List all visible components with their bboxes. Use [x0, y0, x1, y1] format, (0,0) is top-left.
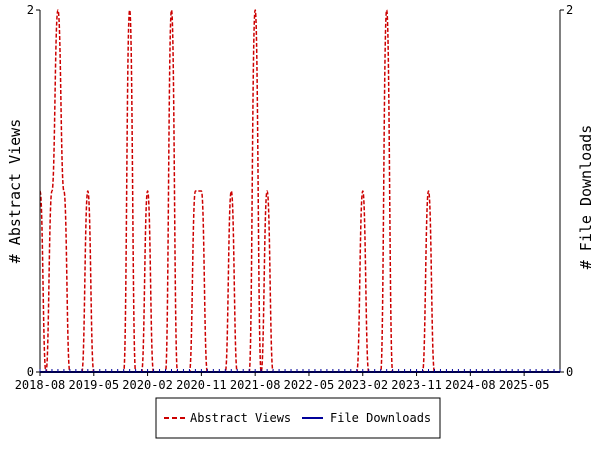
series-line-abstract-views [39, 9, 560, 373]
x-tick-label: 2020-02 [122, 378, 173, 392]
y-tick-label-left: 0 [27, 365, 34, 379]
plot-area [39, 9, 560, 373]
x-tick-label: 2022-05 [284, 378, 335, 392]
x-tick-label: 2023-11 [391, 378, 442, 392]
axes: 2018-08 2019-05 2020-02 2020-11 2021-08 2022-… [15, 3, 574, 392]
y-tick-label-right: 0 [566, 365, 573, 379]
y-axis-title-right: # File Downloads [577, 125, 595, 270]
y-tick-label-right: 2 [566, 3, 573, 17]
x-tick-label: 2019-05 [69, 378, 120, 392]
legend: Abstract Views File Downloads [155, 397, 441, 439]
x-tick-label: 2020-11 [176, 378, 227, 392]
x-tick-label: 2023-02 [337, 378, 388, 392]
x-tick-label: 2018-08 [15, 378, 66, 392]
legend-label-file-downloads: File Downloads [330, 411, 431, 425]
legend-box [155, 397, 441, 439]
x-tick-label: 2025-05 [499, 378, 550, 392]
x-tick-label: 2021-08 [230, 378, 281, 392]
x-tick-label: 2024-08 [445, 378, 496, 392]
legend-label-abstract-views: Abstract Views [190, 411, 291, 425]
y-axis-title-left: # Abstract Views [6, 119, 24, 264]
y-tick-label-left: 2 [27, 3, 34, 17]
